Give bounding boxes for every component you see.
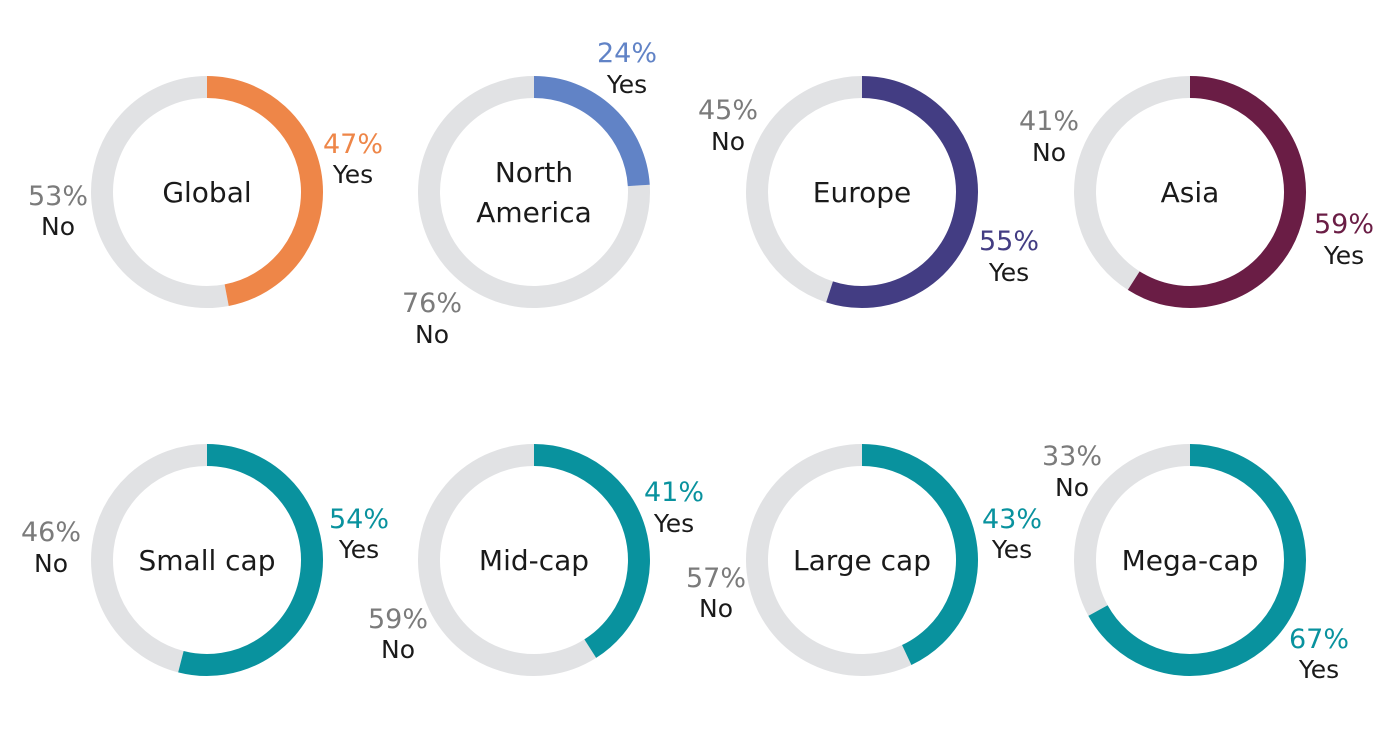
- donut-chart: North America 24%Yes 76%No: [402, 38, 657, 349]
- chart-title: Europe: [813, 176, 911, 209]
- no-category-label: No: [34, 549, 68, 578]
- chart-title: North America: [476, 156, 592, 229]
- no-percent-label: 46%: [21, 517, 81, 548]
- yes-category-label: Yes: [991, 535, 1032, 564]
- no-category-label: No: [1055, 473, 1089, 502]
- chart-title: Large cap: [793, 544, 931, 577]
- slice-yes: [861, 444, 978, 665]
- yes-category-label: Yes: [653, 509, 694, 538]
- chart-title: Small cap: [139, 544, 276, 577]
- yes-percent-label: 47%: [323, 129, 383, 160]
- chart-title: Global: [162, 176, 251, 209]
- yes-category-label: Yes: [332, 160, 373, 189]
- chart-title-line: America: [476, 196, 592, 229]
- slice-no: [1074, 444, 1191, 616]
- donut-chart: Asia 59%Yes 41%No: [1019, 76, 1374, 308]
- slice-no: [91, 444, 208, 673]
- yes-category-label: Yes: [1298, 655, 1339, 684]
- no-category-label: No: [41, 212, 75, 241]
- no-percent-label: 33%: [1042, 441, 1102, 472]
- chart-title-line: North: [495, 156, 573, 189]
- chart-title: Asia: [1161, 176, 1220, 209]
- slice-yes: [533, 444, 650, 658]
- yes-percent-label: 43%: [982, 504, 1042, 535]
- yes-category-label: Yes: [1323, 241, 1364, 270]
- slice-yes: [826, 76, 978, 308]
- yes-category-label: Yes: [338, 535, 379, 564]
- no-percent-label: 53%: [28, 181, 88, 212]
- slice-no: [418, 76, 650, 308]
- no-percent-label: 76%: [402, 288, 462, 319]
- donut-chart: Mid-cap 41%Yes 59%No: [368, 444, 704, 676]
- slice-no: [746, 444, 912, 676]
- donut-chart: Large cap 43%Yes 57%No: [686, 444, 1042, 676]
- yes-percent-label: 67%: [1289, 624, 1349, 655]
- slice-no: [418, 444, 597, 676]
- no-category-label: No: [381, 635, 415, 664]
- donut-chart: Small cap 54%Yes 46%No: [21, 444, 389, 676]
- yes-category-label: Yes: [988, 258, 1029, 287]
- slice-no: [746, 76, 863, 303]
- no-percent-label: 59%: [368, 604, 428, 635]
- slice-no: [91, 76, 229, 308]
- yes-percent-label: 55%: [979, 226, 1039, 257]
- slice-no: [1074, 76, 1191, 290]
- yes-percent-label: 54%: [329, 504, 389, 535]
- yes-percent-label: 24%: [597, 38, 657, 69]
- no-percent-label: 45%: [698, 95, 758, 126]
- slice-yes: [1127, 76, 1306, 308]
- yes-percent-label: 59%: [1314, 209, 1374, 240]
- donut-chart: Global 47%Yes 53%No: [28, 76, 383, 308]
- donut-chart: Europe 55%Yes 45%No: [698, 76, 1039, 308]
- no-percent-label: 57%: [686, 563, 746, 594]
- no-category-label: No: [1032, 138, 1066, 167]
- no-percent-label: 41%: [1019, 106, 1079, 137]
- no-category-label: No: [415, 320, 449, 349]
- chart-title: Mid-cap: [479, 544, 589, 577]
- no-category-label: No: [699, 594, 733, 623]
- donut-chart: Mega-cap 67%Yes 33%No: [1042, 441, 1349, 684]
- yes-category-label: Yes: [606, 70, 647, 99]
- no-category-label: No: [711, 127, 745, 156]
- yes-percent-label: 41%: [644, 477, 704, 508]
- slice-yes: [178, 444, 323, 676]
- slice-yes: [1088, 444, 1306, 676]
- chart-title: Mega-cap: [1122, 544, 1259, 577]
- slice-yes: [533, 76, 650, 187]
- slice-yes: [206, 76, 323, 306]
